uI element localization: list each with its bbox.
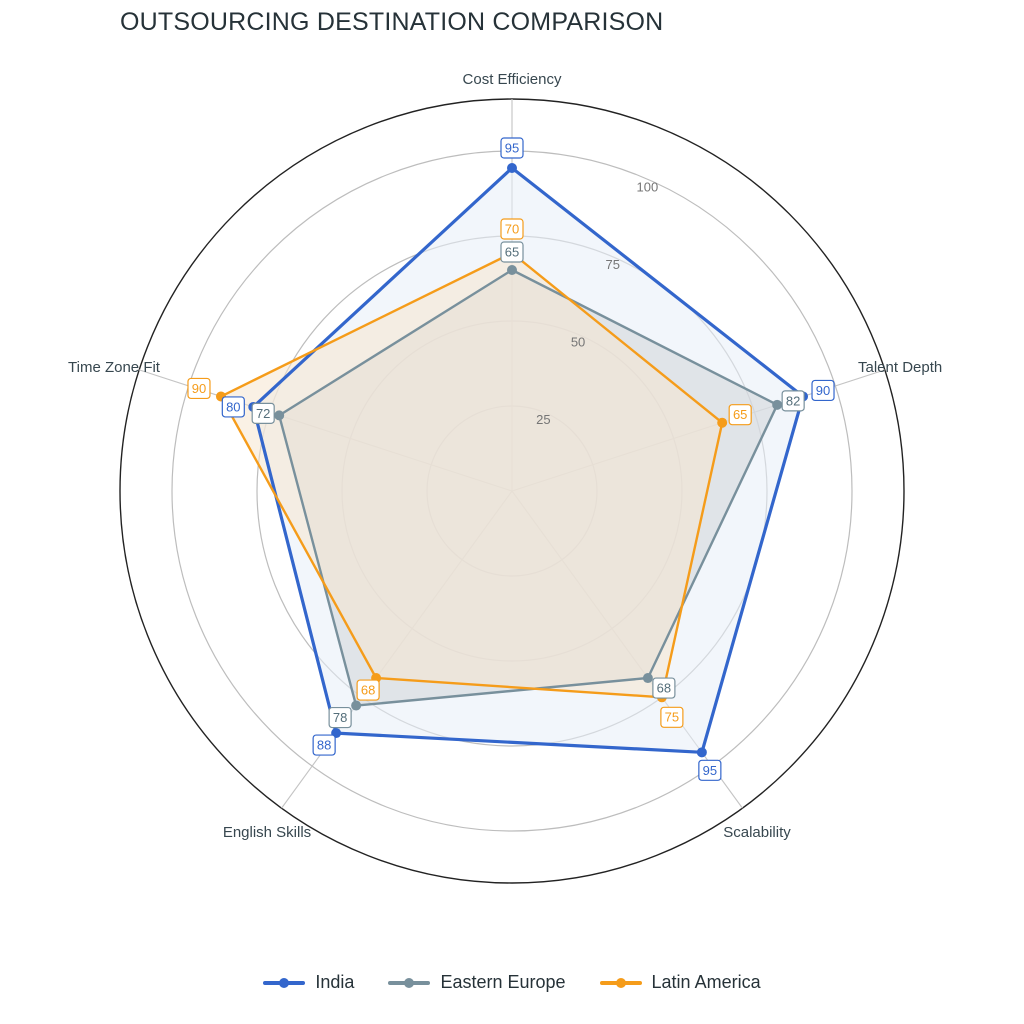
axis-label: Cost Efficiency (463, 71, 562, 88)
legend-label: India (315, 972, 355, 992)
radial-tick-label: 50 (571, 335, 585, 350)
data-label: 72 (251, 402, 275, 424)
legend-label: Latin America (651, 972, 761, 992)
data-point (351, 700, 362, 711)
legend-swatch (599, 977, 642, 988)
data-label-text: 70 (505, 221, 519, 236)
data-label-box (500, 218, 524, 240)
data-label-text: 90 (192, 381, 206, 396)
data-label-box (811, 379, 835, 402)
legend-label: Eastern Europe (440, 972, 566, 992)
series-line (278, 268, 779, 707)
data-label-text: 95 (703, 763, 717, 778)
data-label-text: 72 (256, 406, 270, 421)
data-label: 70 (500, 218, 524, 240)
data-label-text: 68 (361, 682, 375, 697)
data-label-text: 80 (226, 399, 240, 414)
data-label: 75 (660, 706, 684, 728)
legend-swatch (388, 977, 431, 988)
data-point (772, 399, 783, 410)
data-point (717, 417, 728, 428)
data-label-text: 88 (317, 737, 331, 752)
data-label-text: 65 (733, 407, 747, 422)
legend-item[interactable]: Latin America (599, 972, 761, 993)
data-label-box (500, 241, 524, 263)
radial-tick-labels: 25 50 75 100 (536, 179, 658, 427)
series-line (219, 251, 724, 699)
axis-label: Scalability (723, 824, 791, 841)
data-label: 88 (312, 734, 336, 756)
data-label: 95 (500, 137, 524, 159)
radar-chart: 25 50 75 100 Cost Efficiency Talent Depth Sca… (68, 71, 942, 884)
data-point (274, 410, 285, 421)
data-label-box (187, 377, 211, 400)
legend-swatch-dot (279, 977, 290, 988)
data-label-box (221, 396, 245, 418)
radial-tick-label: 100 (637, 179, 659, 194)
data-label-box (500, 137, 524, 159)
data-label: 65 (500, 241, 524, 263)
data-label-box (781, 390, 805, 412)
data-label-box (356, 679, 380, 701)
data-label-text: 78 (333, 710, 347, 725)
data-label: 68 (652, 677, 676, 699)
radial-tick-label: 25 (536, 412, 550, 427)
legend: India Eastern Europe Latin America (0, 972, 1024, 993)
data-label-box (698, 759, 722, 781)
data-label: 82 (781, 390, 805, 412)
data-label: 90 (187, 377, 211, 400)
data-label-box (312, 734, 336, 756)
data-label: 80 (221, 396, 245, 418)
axis-label: English Skills (223, 824, 311, 841)
series-line (251, 166, 805, 754)
data-label-box (652, 677, 676, 699)
series-lines (219, 166, 805, 754)
data-point (507, 265, 517, 275)
data-label: 90 (811, 379, 835, 402)
axis-label: Talent Depth (858, 359, 942, 376)
data-label-text: 95 (505, 140, 519, 155)
data-label-text: 82 (786, 393, 800, 408)
legend-swatch-dot (404, 977, 415, 988)
data-labels: 95 90 95 88 80 65 82 68 78 72 70 65 75 68 90 (187, 137, 835, 781)
series-fills (221, 168, 804, 753)
legend-item[interactable]: India (263, 972, 354, 993)
axis-label: Time Zone Fit (68, 359, 161, 376)
axis-labels: Cost Efficiency Talent Depth Scalability En… (68, 71, 942, 841)
series-area (221, 253, 723, 698)
data-point (642, 673, 653, 684)
data-label-text: 65 (505, 244, 519, 259)
data-label-text: 68 (657, 680, 671, 695)
data-point (696, 747, 707, 758)
data-label-text: 90 (816, 383, 830, 398)
legend-swatch-dot (615, 977, 626, 988)
chart-title: OUTSOURCING DESTINATION COMPARISON (120, 8, 664, 36)
data-label-text: 75 (665, 710, 679, 725)
radial-tick-label: 75 (605, 257, 619, 272)
data-label: 68 (356, 679, 380, 701)
data-label-box (728, 404, 752, 426)
data-label: 65 (728, 404, 752, 426)
data-label: 95 (698, 759, 722, 781)
legend-swatch (263, 977, 306, 988)
legend-item[interactable]: Eastern Europe (388, 972, 566, 993)
data-point (507, 163, 517, 173)
data-label-box (328, 706, 352, 729)
data-label-box (251, 402, 275, 424)
data-label-box (660, 706, 684, 728)
data-label: 78 (328, 706, 352, 729)
